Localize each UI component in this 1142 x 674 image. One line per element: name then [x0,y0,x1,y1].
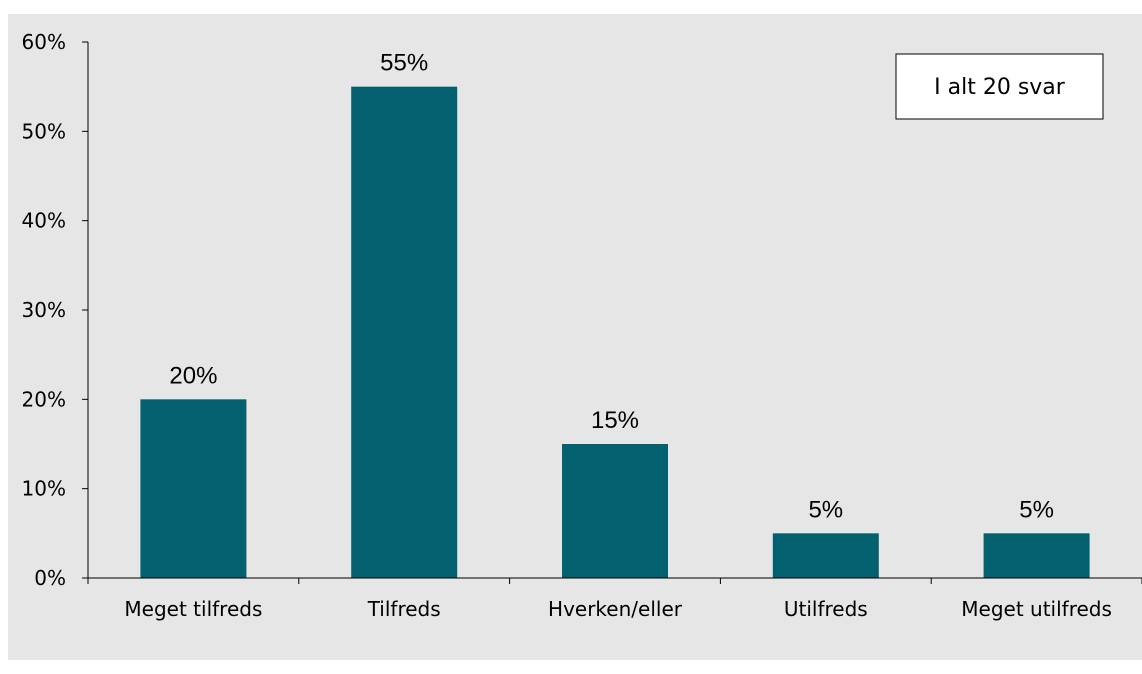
data-label: 20% [169,362,217,389]
bar [983,533,1090,578]
x-category-label: Hverken/eller [548,597,683,621]
x-axis: Meget tilfreds Tilfreds Hverken/eller Utilf… [87,577,1142,621]
y-tick-label: 60% [22,30,66,54]
annotation-text: I alt 20 svar [934,75,1066,100]
y-axis: 0% 10% 20% 30% 40% 50% 60% [22,30,89,590]
bars: 20% 55% 15% 5% 5% [140,50,1090,579]
x-category-label: Utilfreds [784,597,868,621]
data-label: 5% [1019,496,1054,523]
bar [351,86,458,579]
x-category-label: Meget tilfreds [124,597,262,621]
x-category-label: Meget utilfreds [961,597,1112,621]
x-category-label: Tilfreds [367,597,441,621]
y-tick-label: 50% [22,119,66,143]
y-tick-label: 40% [22,209,66,233]
bar [772,533,879,578]
y-tick-label: 30% [22,298,66,322]
y-tick-label: 0% [34,566,66,590]
y-tick-label: 20% [22,387,66,411]
annotation-frame [895,53,1104,120]
data-label: 55% [380,50,428,77]
data-label: 5% [808,496,843,523]
bar [140,399,247,578]
y-tick-label: 10% [22,477,66,501]
data-label: 15% [591,407,639,434]
annotation-box: I alt 20 svar [895,53,1104,120]
bar [562,444,668,578]
